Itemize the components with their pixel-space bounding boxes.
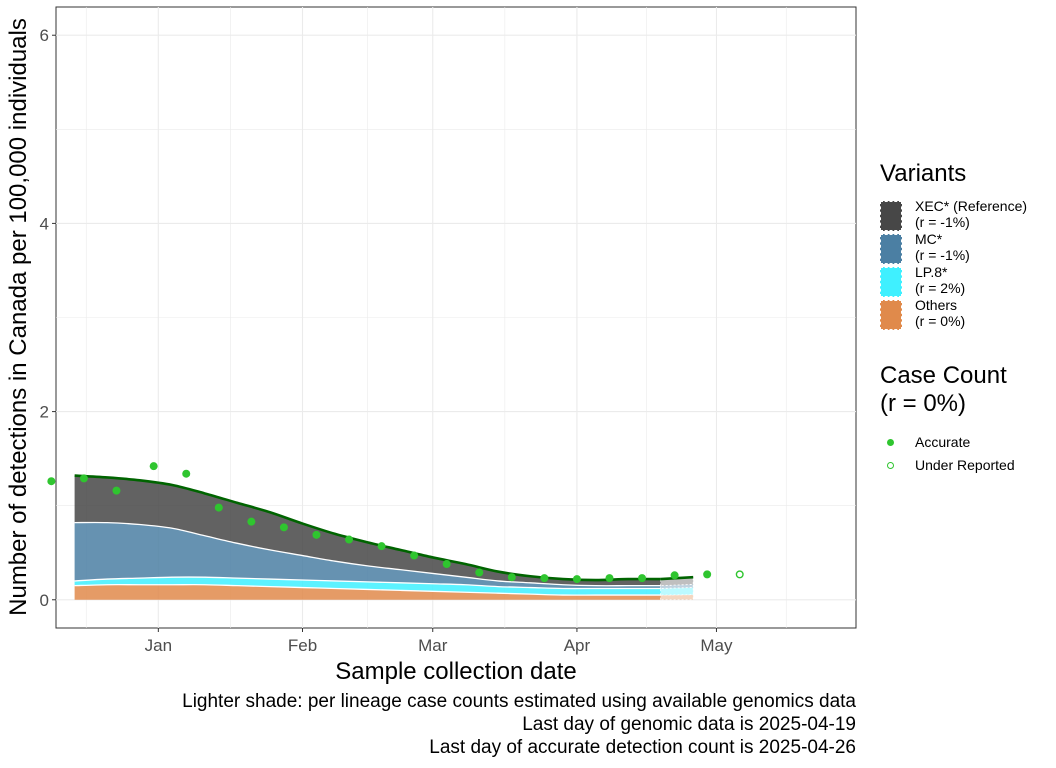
y-tick-label: 6 [40, 26, 49, 45]
accurate-point [507, 573, 516, 582]
under-reported-point-icon [887, 462, 894, 469]
area-mc [74, 522, 661, 589]
boundary-line-mc [74, 521, 661, 587]
accurate-point [703, 570, 712, 579]
accurate-point [247, 517, 256, 526]
variants-legend-title: Variants [880, 160, 967, 187]
x-tick-label: Jan [145, 636, 172, 655]
case-count-legend: Case Count (r = 0%) Accurate Under Repor… [880, 362, 1015, 473]
legend-swatch-lp8 [880, 267, 902, 297]
accurate-point [377, 542, 386, 551]
accurate-point [638, 574, 647, 583]
legend-label-lp8: LP.8* [915, 264, 948, 280]
case-count-legend-title: Case Count [880, 362, 1007, 389]
legend-swatch-xec [880, 201, 902, 231]
projection-area-lp8 [660, 587, 694, 596]
caption: Lighter shade: per lineage case counts e… [182, 690, 856, 759]
x-tick-label: Apr [564, 636, 591, 655]
caption-line-2: Last day of genomic data is 2025-04-19 [522, 714, 856, 735]
grid-lines [56, 7, 856, 628]
stacked-areas [74, 475, 661, 600]
legend-item-mc: MC* (r = -1%) [880, 231, 1050, 266]
accurate-point [214, 503, 223, 512]
accurate-point [182, 469, 191, 478]
legend-item-others: Others (r = 0%) [880, 297, 1050, 332]
area-xec [74, 475, 661, 586]
accurate-point [572, 575, 581, 584]
accurate-point [442, 560, 451, 569]
projection-area-mc [660, 583, 694, 589]
boundary-line-others [74, 583, 661, 596]
boundary-line-lp8 [74, 576, 661, 590]
y-tick-label: 0 [40, 591, 49, 610]
legend-label-mc: MC* [915, 231, 943, 247]
legend-rate-mc: (r = -1%) [915, 247, 970, 263]
x-axis-title: Sample collection date [335, 658, 576, 685]
accurate-point [149, 462, 158, 471]
projection-area-others [660, 594, 694, 601]
variants-legend: Variants XEC* (Reference) (r = -1%) MC* … [880, 160, 1027, 330]
legend-swatch-mc [880, 234, 902, 264]
total-trend-line [74, 474, 661, 582]
y-tick-label: 2 [40, 403, 49, 422]
legend-label-accurate: Accurate [915, 434, 971, 450]
x-axis-ticks: Jan Feb Mar Apr May [145, 628, 733, 655]
area-others [74, 584, 661, 600]
legend-label-others: Others [915, 297, 958, 313]
legend-item-accurate: Accurate [880, 434, 1050, 454]
y-axis-ticks: 0 2 4 6 [40, 26, 56, 610]
legend-label-xec: XEC* (Reference) [915, 198, 1028, 214]
accurate-point [605, 574, 614, 583]
accurate-point [670, 571, 679, 580]
accurate-point [112, 486, 121, 495]
accurate-point [312, 530, 321, 539]
legend-swatch-others [880, 300, 902, 330]
accurate-point [79, 474, 88, 483]
accurate-point-icon [887, 439, 894, 446]
legend-rate-xec: (r = -1%) [915, 214, 970, 230]
legend-rate-others: (r = 0%) [915, 313, 966, 329]
legend-label-under-reported: Under Reported [915, 457, 1015, 473]
case-count-legend-rate: (r = 0%) [880, 390, 967, 417]
accurate-point [410, 551, 419, 560]
caption-line-1: Lighter shade: per lineage case counts e… [182, 691, 856, 712]
accurate-point [279, 523, 288, 532]
accurate-point [540, 574, 549, 583]
legend-item-xec: XEC* (Reference) (r = -1%) [880, 198, 1050, 233]
accurate-point [47, 477, 56, 486]
accurate-point [475, 568, 484, 577]
caption-line-3: Last day of accurate detection count is … [429, 737, 856, 758]
trend-lines [74, 474, 694, 596]
y-tick-label: 4 [40, 214, 49, 233]
area-lp8 [74, 577, 661, 596]
under-reported-point [735, 570, 744, 579]
case-count-points [47, 462, 744, 584]
x-tick-label: Mar [418, 636, 448, 655]
x-tick-label: May [700, 636, 733, 655]
x-tick-label: Feb [288, 636, 317, 655]
legend-rate-lp8: (r = 2%) [915, 280, 966, 296]
projection-areas [660, 576, 694, 601]
legend-item-under-reported: Under Reported [880, 457, 1050, 477]
legend-item-lp8: LP.8* (r = 2%) [880, 264, 1050, 299]
accurate-point [345, 535, 354, 544]
y-axis-title: Number of detections in Canada per 100,0… [5, 18, 32, 616]
